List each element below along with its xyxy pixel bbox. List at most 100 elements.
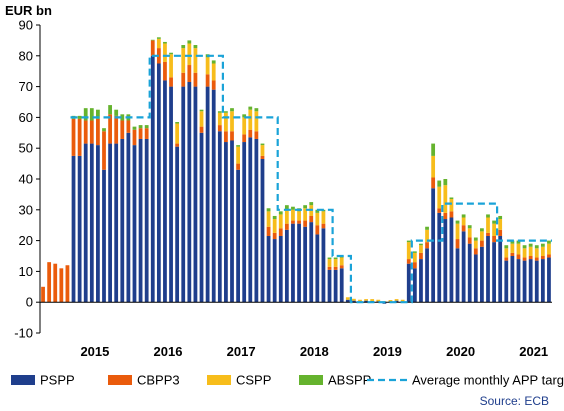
bar-cspp	[199, 111, 204, 127]
y-tick-label: 20	[19, 233, 33, 248]
bar-abspp	[412, 251, 417, 253]
bar-cbpp3	[303, 220, 308, 227]
bar-pspp	[412, 268, 417, 303]
bar-cspp	[540, 246, 545, 256]
bar-abspp	[461, 214, 466, 218]
bar-pspp	[108, 143, 112, 303]
bar-cspp	[534, 248, 539, 258]
bar-cbpp3	[278, 228, 283, 236]
bar-pspp	[199, 132, 204, 303]
bars	[41, 37, 551, 304]
bar-abspp	[473, 237, 478, 241]
bar-pspp	[327, 269, 332, 303]
source-note: Source: ECB	[480, 394, 549, 408]
bar-abspp	[467, 225, 472, 229]
bar-cspp	[272, 219, 277, 233]
bar-pspp	[242, 142, 247, 303]
bar-cbpp3	[522, 257, 527, 261]
bar-cspp	[284, 209, 289, 224]
bar-cbpp3	[327, 266, 332, 270]
bar-pspp	[278, 235, 283, 303]
bar-pspp	[333, 269, 338, 303]
bar-abspp	[224, 111, 228, 113]
bar-abspp	[437, 180, 442, 187]
bar-cspp	[400, 299, 405, 303]
bar-pspp	[522, 260, 527, 303]
y-axis: -10 0 10 20 30 40 50 60 70 80 90	[14, 18, 41, 341]
bar-pspp	[224, 142, 228, 303]
bar-pspp	[83, 143, 88, 303]
bar-pspp	[419, 259, 423, 303]
bar-cbpp3	[59, 268, 64, 303]
bar-cspp	[230, 111, 234, 132]
bar-cspp	[260, 145, 265, 156]
bar-cbpp3	[473, 248, 478, 255]
legend-label: PSPP	[40, 373, 75, 388]
legend: PSPP CBPP3 CSPP ABSPP Average monthly APP ta…	[11, 373, 564, 388]
bar-pspp	[260, 158, 265, 303]
bar-cbpp3	[126, 120, 131, 133]
bar-pspp	[144, 138, 149, 303]
bar-cspp	[425, 229, 429, 243]
bar-pspp	[291, 223, 295, 303]
bar-cbpp3	[83, 120, 88, 144]
x-year-label: 2015	[80, 344, 109, 359]
bar-cspp	[473, 240, 478, 249]
bar-cbpp3	[77, 118, 82, 156]
bar-cspp	[388, 300, 393, 302]
bar-pspp	[187, 81, 192, 303]
bar-pspp	[181, 86, 186, 303]
bar-cbpp3	[315, 225, 320, 235]
bar-abspp	[114, 109, 119, 116]
bar-abspp	[492, 220, 496, 224]
bar-cbpp3	[498, 229, 503, 236]
bar-pspp	[120, 138, 125, 303]
bar-cspp	[254, 111, 259, 132]
bar-pspp	[77, 155, 82, 303]
bar-pspp	[102, 169, 106, 303]
bar-cbpp3	[425, 242, 429, 249]
bar-cspp	[352, 298, 356, 301]
bar-abspp	[327, 257, 332, 260]
y-tick-label: 60	[19, 110, 33, 125]
bar-pspp	[498, 235, 503, 303]
bar-abspp	[540, 243, 545, 247]
bar-cspp	[217, 112, 222, 126]
bar-abspp	[272, 215, 277, 220]
bar-pspp	[169, 86, 173, 303]
bar-cspp	[278, 214, 283, 229]
bar-abspp	[431, 143, 436, 156]
bar-pspp	[486, 235, 490, 303]
bar-pspp	[96, 145, 100, 303]
bar-cspp	[528, 246, 533, 256]
bar-pspp	[156, 63, 161, 303]
bar-abspp	[187, 40, 192, 44]
bar-pspp	[126, 132, 131, 303]
bar-abspp	[236, 145, 240, 147]
bar-pspp	[138, 138, 143, 303]
bar-cspp	[370, 299, 375, 301]
bar-pspp	[540, 259, 545, 303]
bar-cspp	[443, 185, 448, 213]
bar-cbpp3	[412, 262, 417, 269]
bar-pspp	[272, 239, 277, 303]
bar-abspp	[199, 109, 204, 112]
bar-pspp	[437, 212, 442, 303]
bar-cspp	[480, 231, 484, 241]
target-line-path	[70, 54, 552, 304]
bar-abspp	[278, 211, 283, 215]
bar-abspp	[193, 45, 198, 49]
bar-cbpp3	[260, 155, 265, 159]
bar-cspp	[333, 259, 338, 267]
bar-cbpp3	[242, 134, 247, 143]
bar-cbpp3	[480, 240, 484, 247]
bar-cbpp3	[284, 223, 289, 230]
bar-cbpp3	[144, 128, 149, 139]
bar-pspp	[315, 234, 320, 303]
bar-pspp	[534, 260, 539, 303]
bar-pspp	[406, 263, 411, 303]
bar-cbpp3	[333, 266, 338, 270]
legend-label: ABSPP	[328, 373, 371, 388]
bar-cspp	[211, 63, 216, 81]
bar-pspp	[510, 256, 515, 303]
